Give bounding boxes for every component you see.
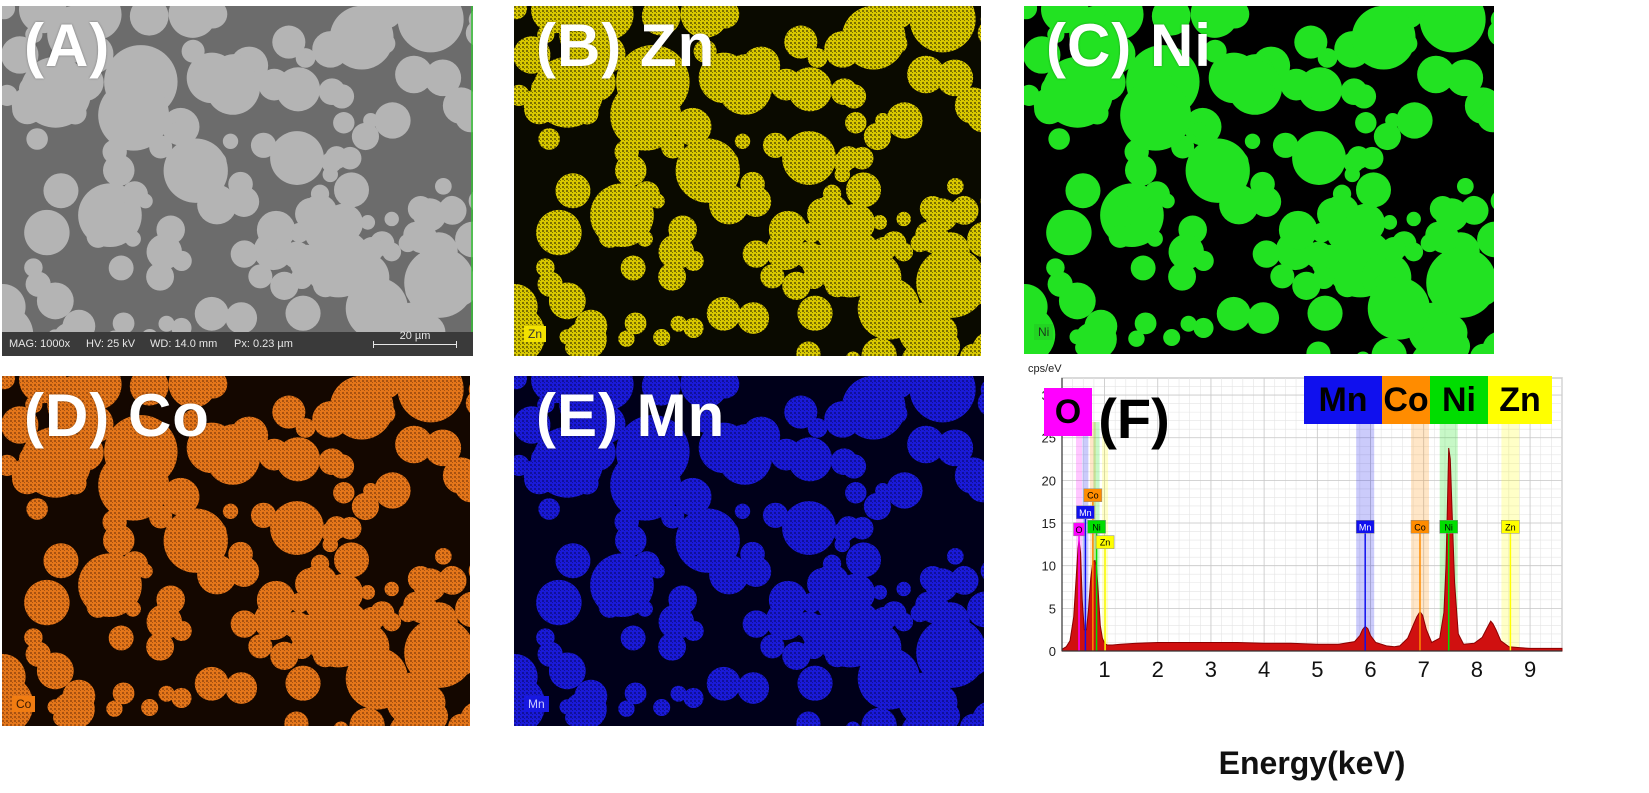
sem-voltage: HV: 25 kV [86, 338, 135, 350]
ni-map-panel: (C) Ni Ni [1024, 6, 1494, 354]
y-axis-label: cps/eV [1028, 363, 1062, 375]
element-marker-co: Co [1084, 489, 1102, 502]
element-marker-co: Co [1411, 520, 1429, 533]
mn-map-panel: (E) Mn Mn [514, 376, 984, 726]
element-marker-ni: Ni [1088, 520, 1106, 533]
x-tick-label: 4 [1258, 657, 1270, 682]
x-tick-label: 9 [1524, 657, 1536, 682]
co-map-panel: (D) Co Co [2, 376, 470, 726]
legend-ni: Ni [1430, 376, 1488, 424]
y-tick-label: 20 [1042, 473, 1056, 488]
zn-map-panel: (B) Zn Zn [514, 6, 981, 356]
element-marker-zn: Zn [1501, 520, 1519, 533]
element-marker-ni: Ni [1440, 520, 1458, 533]
svg-text:Co: Co [1414, 522, 1426, 532]
svg-text:Co: Co [1087, 491, 1099, 501]
sem-pixel-size: Px: 0.23 µm [234, 338, 293, 350]
svg-text:Ni: Ni [1444, 522, 1453, 532]
x-tick-label: 3 [1205, 657, 1217, 682]
svg-text:Mn: Mn [1359, 522, 1372, 532]
zn-tag: Zn [524, 326, 546, 342]
chart-title: (F) [1098, 387, 1170, 450]
y-tick-label: 5 [1049, 601, 1056, 616]
element-marker-zn: Zn [1096, 536, 1114, 549]
legend-zn: Zn [1488, 376, 1552, 424]
x-axis-label: Energy(keV) [1219, 745, 1406, 781]
co-tag: Co [12, 696, 35, 712]
element-marker-mn: Mn [1076, 506, 1094, 519]
element-marker-o: O [1074, 523, 1085, 536]
x-tick-label: 1 [1098, 657, 1110, 682]
mn-tag: Mn [524, 696, 549, 712]
svg-text:Ni: Ni [1092, 522, 1101, 532]
panel-label-d: (D) Co [24, 386, 210, 446]
x-tick-label: 7 [1418, 657, 1430, 682]
svg-text:Zn: Zn [1100, 538, 1111, 548]
y-tick-label: 0 [1049, 644, 1056, 659]
element-marker-mn: Mn [1356, 520, 1374, 533]
x-tick-label: 2 [1152, 657, 1164, 682]
legend-co: Co [1382, 376, 1430, 424]
legend-o: O [1044, 388, 1092, 436]
sem-image-panel: (A) MAG: 1000x HV: 25 kV WD: 14.0 mm Px:… [2, 6, 473, 356]
x-tick-label: 5 [1311, 657, 1323, 682]
eds-spectrum-chart: 123456789051015202530cps/eVEnergy(keV)(F… [1022, 360, 1649, 788]
sem-magnification: MAG: 1000x [9, 338, 70, 350]
sem-working-distance: WD: 14.0 mm [150, 338, 217, 350]
svg-text:Zn: Zn [1505, 522, 1516, 532]
scale-bar-label: 20 µm [373, 330, 457, 342]
y-tick-label: 10 [1042, 559, 1056, 574]
x-tick-label: 6 [1364, 657, 1376, 682]
panel-label-b: (B) Zn [536, 16, 715, 76]
svg-text:O: O [1076, 525, 1083, 535]
x-tick-label: 8 [1471, 657, 1483, 682]
scale-bar: 20 µm [373, 336, 457, 348]
legend-mn: Mn [1304, 376, 1382, 424]
panel-label-e: (E) Mn [536, 386, 725, 446]
sem-info-bar: MAG: 1000x HV: 25 kV WD: 14.0 mm Px: 0.2… [2, 332, 473, 356]
panel-label-c: (C) Ni [1046, 16, 1212, 76]
y-tick-label: 15 [1042, 516, 1056, 531]
ni-tag: Ni [1034, 324, 1053, 340]
spectrum-plot: 123456789051015202530cps/eVEnergy(keV)(F… [1022, 360, 1649, 788]
panel-label-a: (A) [24, 16, 110, 76]
svg-text:Mn: Mn [1079, 508, 1092, 518]
